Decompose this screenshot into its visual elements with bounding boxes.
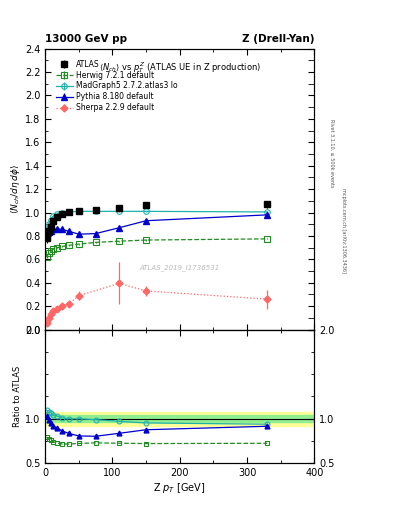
Y-axis label: $\langle N_{ch}/d\eta\, d\phi\rangle$: $\langle N_{ch}/d\eta\, d\phi\rangle$ (9, 164, 22, 214)
Text: mcplots.cern.ch [arXiv:1306.3436]: mcplots.cern.ch [arXiv:1306.3436] (342, 188, 346, 273)
Text: $\langle N_{ch}\rangle$ vs $p_T^Z$ (ATLAS UE in Z production): $\langle N_{ch}\rangle$ vs $p_T^Z$ (ATLA… (99, 60, 261, 75)
Legend: ATLAS, Herwig 7.2.1 default, MadGraph5 2.7.2.atlas3 lo, Pythia 8.180 default, Sh: ATLAS, Herwig 7.2.1 default, MadGraph5 2… (54, 58, 179, 114)
Text: Z (Drell-Yan): Z (Drell-Yan) (242, 33, 314, 44)
Text: 13000 GeV pp: 13000 GeV pp (45, 33, 127, 44)
X-axis label: Z $p_T$ [GeV]: Z $p_T$ [GeV] (154, 481, 206, 495)
Text: ATLAS_2019_I1736531: ATLAS_2019_I1736531 (140, 264, 220, 271)
Y-axis label: Ratio to ATLAS: Ratio to ATLAS (13, 366, 22, 427)
Text: Rivet 3.1.10, ≥ 500k events: Rivet 3.1.10, ≥ 500k events (330, 119, 334, 188)
